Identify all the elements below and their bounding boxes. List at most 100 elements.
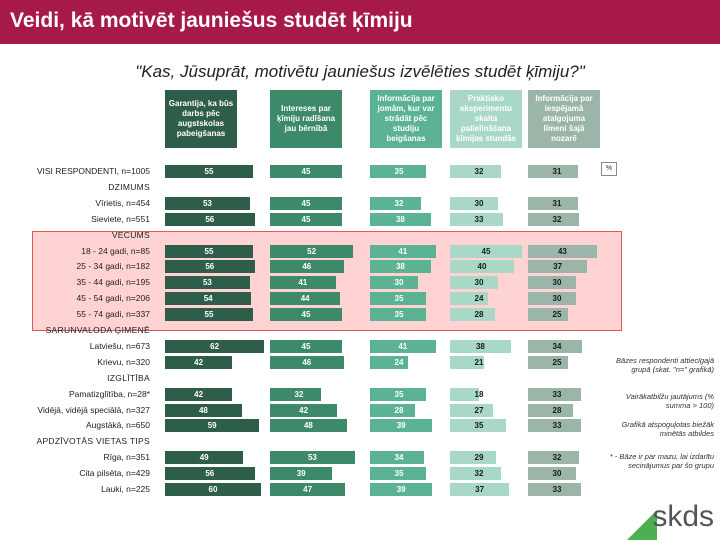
bar	[528, 276, 576, 290]
bar-value-label: 30	[474, 198, 484, 208]
bar-value-label: 33	[552, 421, 562, 431]
bar	[270, 387, 322, 401]
bar-value-label: 32	[474, 167, 484, 176]
bar	[165, 483, 261, 496]
bar	[165, 212, 255, 226]
group-label: DZIMUMS	[108, 181, 150, 192]
bar-value-label: 55	[204, 310, 214, 320]
bar-value-label: 31	[552, 167, 562, 176]
bar	[165, 339, 265, 353]
bar	[165, 292, 252, 306]
bar-value-label: 32	[552, 214, 562, 224]
bar-value-label: 45	[301, 167, 311, 176]
logo-triangle	[627, 510, 657, 540]
bar	[528, 355, 568, 369]
bar-value-label: 27	[474, 405, 484, 415]
bar	[270, 244, 354, 258]
bar	[165, 467, 255, 481]
bar-value-label: 47	[303, 485, 313, 494]
bar-value-label: 37	[553, 262, 563, 272]
bar-value-label: 30	[552, 278, 562, 288]
bar-value-label: 40	[477, 262, 487, 272]
bar	[528, 308, 568, 322]
bar	[450, 260, 514, 274]
row-label: Vidējā, vidējā speciālā, n=327	[37, 404, 150, 415]
row-label: 25 - 34 gadi, n=182	[76, 261, 151, 272]
bar	[270, 165, 342, 178]
bar	[165, 244, 253, 258]
bar-value-label: 21	[474, 357, 484, 367]
bar	[528, 196, 578, 210]
row-label: Krievu, n=320	[97, 356, 150, 367]
bar-value-label: 56	[205, 469, 215, 479]
bar-value-label: 38	[395, 214, 405, 224]
bar-value-label: 32	[294, 389, 304, 399]
bar	[450, 244, 522, 258]
bar-value-label: 44	[300, 294, 310, 304]
row-label: 45 - 54 gadi, n=206	[76, 293, 151, 304]
bar-value-label: 30	[474, 278, 484, 288]
bar	[528, 403, 573, 417]
bar-value-label: 24	[394, 357, 404, 367]
bar	[370, 260, 431, 274]
bar-value-label: 42	[194, 357, 204, 367]
bar	[270, 339, 342, 353]
bar-value-label: 25	[552, 357, 562, 367]
bar-value-label: 33	[474, 214, 484, 224]
bar	[450, 451, 497, 465]
bar	[528, 165, 578, 178]
bar	[165, 165, 253, 178]
bar-value-label: 45	[301, 341, 311, 351]
bar-value-label: 39	[396, 485, 406, 494]
row-label: 18 - 24 gadi, n=85	[81, 245, 150, 256]
bar-value-label: 34	[394, 453, 404, 463]
note-frequent: Grafikā atspoguļotas biežāk minētās atbi…	[621, 420, 714, 438]
bar-value-label: 45	[301, 214, 311, 224]
bar-value-label: 38	[395, 262, 405, 272]
bar-value-label: 42	[299, 405, 309, 415]
bar-value-label: 45	[301, 198, 311, 208]
bar	[528, 292, 576, 306]
title-bar: Veidi, kā motivēt jauniešus studēt ķīmij…	[0, 0, 720, 44]
bar	[165, 387, 233, 401]
bar	[270, 196, 342, 210]
bar	[370, 403, 415, 417]
bar	[370, 308, 426, 322]
row-label: Sieviete, n=551	[91, 213, 150, 224]
bar	[370, 467, 426, 481]
bar-value-label: 31	[552, 198, 562, 208]
bar-value-label: 28	[474, 310, 484, 320]
row-label: 55 - 74 gadi, n=337	[76, 309, 151, 320]
bar-value-label: 28	[552, 405, 562, 415]
bar	[450, 403, 494, 417]
row-label: Rīga, n=351	[103, 452, 150, 463]
bar	[528, 483, 581, 496]
bar	[270, 403, 338, 417]
bar	[270, 212, 342, 226]
column-header-5: Informācija par iespējamā atalgojuma līm…	[528, 90, 600, 148]
column-header-1: Garantija, ka būs darbs pēc augstskolas …	[165, 90, 237, 148]
bar-value-label: 25	[552, 310, 562, 320]
bar-value-label: 53	[202, 278, 212, 288]
bar	[270, 308, 342, 322]
bar-value-label: 32	[394, 198, 404, 208]
chart-question: "Kas, Jūsuprāt, motivētu jauniešus izvēl…	[135, 62, 585, 81]
bar	[165, 419, 260, 433]
unit-label: %	[601, 162, 617, 176]
row-label: Vīrietis, n=454	[95, 197, 150, 208]
note-small-base: * - Bāze ir par mazu, lai izdarītu secin…	[609, 452, 714, 470]
bar	[528, 244, 597, 258]
bar-value-label: 48	[303, 421, 313, 431]
bar-value-label: 41	[298, 278, 308, 288]
bar	[270, 467, 333, 481]
bar	[528, 387, 581, 401]
note-base: Bāzes respondenti attiecīgajā grupā (ska…	[616, 356, 714, 374]
bar	[370, 165, 426, 178]
bar-value-label: 33	[552, 485, 562, 494]
bar	[370, 212, 431, 226]
bar	[450, 355, 484, 369]
bar-value-label: 18	[474, 389, 484, 399]
bar	[270, 260, 344, 274]
bar	[165, 308, 253, 322]
bar	[370, 196, 422, 210]
